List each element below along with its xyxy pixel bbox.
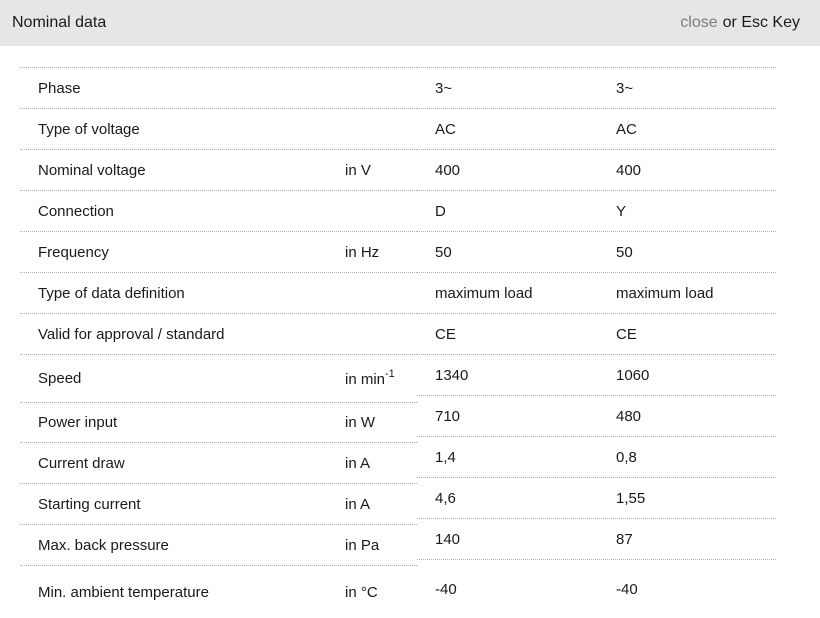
table-row-values: 710 480	[417, 395, 776, 436]
table-row: Valid for approval / standard	[20, 313, 417, 354]
table-row-values: 3~ 3~	[417, 67, 776, 108]
row-label: Valid for approval / standard	[38, 325, 225, 343]
value-column-1: -40	[435, 580, 457, 598]
table-row: Phase	[20, 67, 417, 108]
close-area: close or Esc Key	[680, 14, 800, 32]
value-column-2: 3~	[616, 79, 634, 97]
labels-table: Phase Type of voltage Nominal voltage in V C…	[20, 67, 417, 618]
table-row-values: maximum load maximum load	[417, 272, 776, 313]
row-label: Type of data definition	[38, 284, 185, 302]
row-unit: in Pa	[345, 536, 380, 554]
values-table: 3~ 3~ AC AC 400 400 D Y 50 50 maximum load maximum …	[417, 67, 776, 618]
table-row-values: 50 50	[417, 231, 776, 272]
table-row: Nominal voltage in V	[20, 149, 417, 190]
table-row-values: 140 87	[417, 518, 776, 559]
value-column-2: 400	[616, 161, 642, 179]
row-label: Speed	[38, 370, 82, 387]
row-unit: in A	[345, 454, 371, 472]
table-row: Min. ambient temperature in °C	[20, 565, 417, 618]
table-row-values: CE CE	[417, 313, 776, 354]
table-row: Current draw in A	[20, 442, 417, 483]
table-row-values: 4,6 1,55	[417, 477, 776, 518]
table-row-values: 400 400	[417, 149, 776, 190]
row-unit: in °C	[345, 583, 378, 601]
value-column-1: 400	[435, 161, 461, 179]
table-row-values: -40 -40	[417, 559, 776, 618]
table-row: Type of voltage	[20, 108, 417, 149]
value-column-2: 0,8	[616, 448, 637, 466]
value-column-1: 4,6	[435, 489, 456, 507]
value-column-2: -40	[616, 580, 638, 598]
row-unit: in W	[345, 414, 375, 431]
row-label: Phase	[38, 79, 81, 97]
table-row: Power input in W	[20, 402, 417, 442]
value-column-2: 87	[616, 530, 633, 548]
row-unit: in Hz	[345, 243, 380, 261]
value-column-2: AC	[616, 120, 637, 138]
value-column-1: 50	[435, 243, 452, 261]
value-column-1: 140	[435, 530, 461, 548]
value-column-2: CE	[616, 325, 637, 343]
table-row: Speed in min-1	[20, 354, 417, 402]
table-row: Frequency in Hz	[20, 231, 417, 272]
table-row-values: 1,4 0,8	[417, 436, 776, 477]
value-column-2: 480	[616, 407, 642, 425]
value-column-2: 1060	[616, 366, 650, 384]
value-column-1: AC	[435, 120, 456, 138]
value-column-2: 1,55	[616, 489, 646, 507]
dialog-header: Nominal data close or Esc Key	[0, 0, 820, 46]
row-label: Current draw	[38, 454, 125, 472]
value-column-1: D	[435, 202, 446, 220]
table-row-values: AC AC	[417, 108, 776, 149]
dialog-title: Nominal data	[12, 14, 107, 31]
table-row-values: 1340 1060	[417, 354, 776, 395]
table-row: Type of data definition	[20, 272, 417, 313]
value-column-2: Y	[616, 202, 627, 220]
row-unit: in V	[345, 161, 371, 179]
value-column-1: 3~	[435, 79, 453, 97]
value-column-1: 1,4	[435, 448, 456, 466]
table-row: Starting current in A	[20, 483, 417, 524]
row-label: Starting current	[38, 495, 141, 513]
unit-superscript: -1	[385, 369, 395, 380]
row-unit: in min-1	[345, 369, 395, 388]
row-label: Type of voltage	[38, 120, 140, 138]
table-row: Max. back pressure in Pa	[20, 524, 417, 565]
value-column-1: 710	[435, 407, 461, 425]
row-label: Min. ambient temperature	[38, 583, 209, 601]
value-column-1: 1340	[435, 366, 469, 384]
close-hint-text: or Esc Key	[722, 14, 800, 31]
value-column-1: CE	[435, 325, 456, 343]
row-label: Frequency	[38, 243, 109, 261]
value-column-1: maximum load	[435, 284, 533, 302]
close-link[interactable]: close	[680, 14, 718, 31]
row-label: Nominal voltage	[38, 161, 146, 179]
value-column-2: maximum load	[616, 284, 714, 302]
row-label: Power input	[38, 414, 118, 431]
value-column-2: 50	[616, 243, 633, 261]
row-label: Max. back pressure	[38, 536, 169, 554]
row-label: Connection	[38, 202, 114, 220]
table-row: Connection	[20, 190, 417, 231]
row-unit: in A	[345, 495, 371, 513]
